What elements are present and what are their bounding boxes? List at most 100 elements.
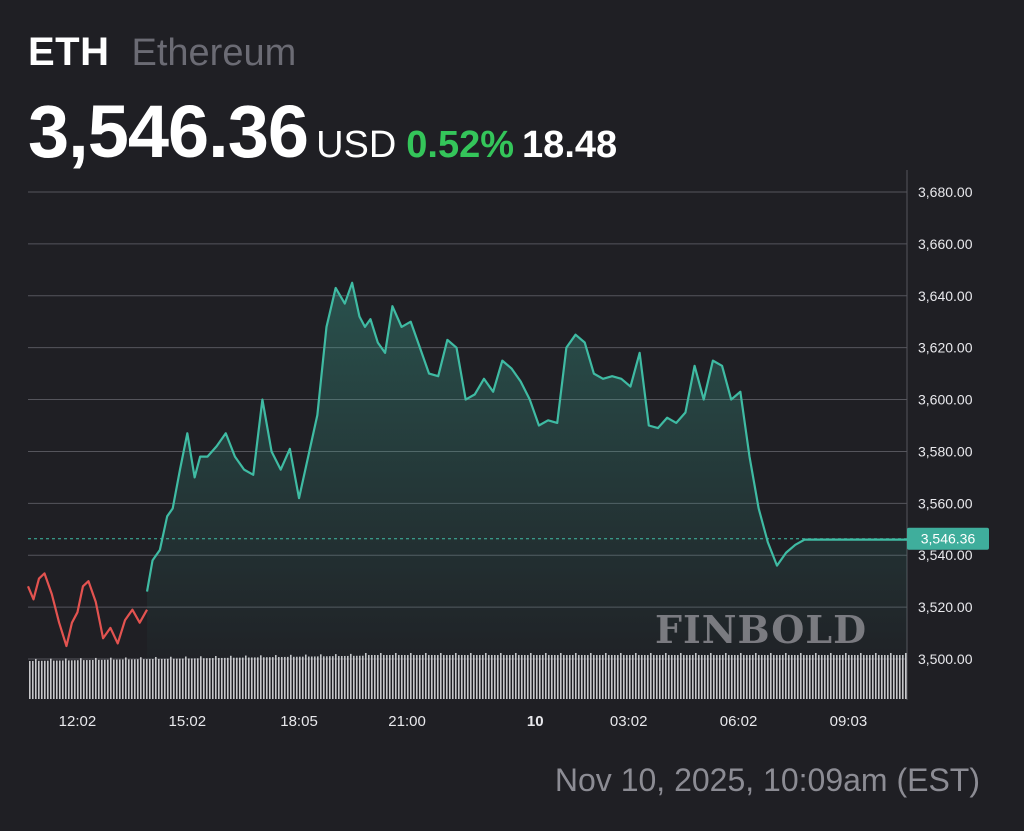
volume-bar bbox=[548, 655, 550, 699]
volume-bar bbox=[905, 653, 907, 699]
volume-bar bbox=[647, 655, 649, 699]
volume-bar bbox=[332, 656, 334, 699]
volume-bar bbox=[611, 655, 613, 699]
volume-bar bbox=[443, 655, 445, 699]
volume-bar bbox=[881, 655, 883, 699]
volume-bar bbox=[500, 653, 502, 699]
volume-bar bbox=[503, 655, 505, 699]
x-tick-label: 06:02 bbox=[720, 713, 758, 730]
volume-bar bbox=[293, 656, 295, 699]
volume-bar bbox=[164, 658, 166, 699]
volume-bar bbox=[308, 656, 310, 699]
y-tick-label: 3,640.00 bbox=[918, 288, 973, 304]
volume-bar bbox=[644, 655, 646, 699]
volume-bar bbox=[464, 655, 466, 699]
volume-bar bbox=[218, 657, 220, 699]
volume-bar bbox=[842, 655, 844, 699]
volume-bar bbox=[761, 655, 763, 699]
volume-bar bbox=[317, 656, 319, 699]
volume-bar bbox=[683, 655, 685, 699]
volume-bar bbox=[38, 660, 40, 699]
volume-bar bbox=[266, 657, 268, 699]
price-line-down bbox=[26, 572, 148, 648]
volume-bar bbox=[731, 655, 733, 699]
volume-bar bbox=[854, 655, 856, 699]
price-area-fill bbox=[147, 282, 907, 659]
volume-bar bbox=[212, 658, 214, 699]
volume-bar bbox=[833, 655, 835, 699]
volume-bar bbox=[875, 653, 877, 699]
volume-bar bbox=[719, 655, 721, 699]
volume-bar bbox=[383, 655, 385, 699]
volume-bar bbox=[392, 655, 394, 699]
volume-bar bbox=[770, 653, 772, 699]
volume-bar bbox=[749, 655, 751, 699]
volume-bar bbox=[620, 653, 622, 699]
volume-bar bbox=[581, 655, 583, 699]
volume-bar bbox=[380, 653, 382, 699]
volume-bar bbox=[170, 656, 172, 699]
volume-bar bbox=[182, 658, 184, 699]
volume-bar bbox=[416, 655, 418, 699]
volume-bar bbox=[668, 655, 670, 699]
volume-bar bbox=[62, 660, 64, 699]
volume-bar bbox=[722, 655, 724, 699]
volume-bar bbox=[497, 655, 499, 699]
volume-bar bbox=[725, 653, 727, 699]
volume-bar bbox=[314, 656, 316, 699]
volume-bar bbox=[119, 659, 121, 699]
volume-bar bbox=[707, 655, 709, 699]
volume-bar bbox=[650, 653, 652, 699]
volume-bar bbox=[368, 655, 370, 699]
volume-bar bbox=[701, 655, 703, 699]
volume-bar bbox=[353, 655, 355, 699]
volume-bar bbox=[149, 659, 151, 699]
volume-bar bbox=[152, 659, 154, 699]
volume-bar bbox=[173, 658, 175, 699]
volume-bar bbox=[863, 655, 865, 699]
volume-bar bbox=[815, 653, 817, 699]
volume-bar bbox=[326, 656, 328, 699]
volume-bar bbox=[65, 658, 67, 699]
volume-bar bbox=[551, 655, 553, 699]
volume-bar bbox=[689, 655, 691, 699]
volume-bar bbox=[902, 655, 904, 699]
volume-bar bbox=[791, 655, 793, 699]
volume-bar bbox=[371, 655, 373, 699]
volume-bar bbox=[578, 655, 580, 699]
volume-bar bbox=[281, 656, 283, 699]
x-tick-label: 03:02 bbox=[610, 713, 648, 730]
volume-bar bbox=[716, 655, 718, 699]
volume-bar bbox=[638, 655, 640, 699]
volume-bar bbox=[179, 658, 181, 699]
volume-bar bbox=[569, 655, 571, 699]
ticker-symbol: ETH bbox=[28, 30, 110, 74]
volume-bar bbox=[83, 660, 85, 699]
y-tick-label: 3,580.00 bbox=[918, 443, 973, 459]
volume-bar bbox=[233, 657, 235, 699]
volume-bar bbox=[512, 655, 514, 699]
x-tick-label: 15:02 bbox=[169, 713, 207, 730]
volume-bar bbox=[146, 659, 148, 699]
volume-bar bbox=[101, 659, 103, 699]
volume-bar bbox=[614, 655, 616, 699]
volume-bar bbox=[86, 660, 88, 699]
price-currency: USD bbox=[316, 124, 397, 166]
volume-bar bbox=[95, 657, 97, 699]
volume-bar bbox=[635, 653, 637, 699]
volume-bar bbox=[680, 653, 682, 699]
volume-bar bbox=[275, 655, 277, 699]
volume-bar bbox=[752, 655, 754, 699]
volume-bar bbox=[878, 655, 880, 699]
volume-bar bbox=[479, 655, 481, 699]
volume-bar bbox=[143, 659, 145, 699]
volume-bar bbox=[830, 653, 832, 699]
y-tick-label: 3,500.00 bbox=[918, 651, 973, 667]
volume-bar bbox=[605, 653, 607, 699]
volume-bar bbox=[260, 655, 262, 699]
volume-bar bbox=[677, 655, 679, 699]
volume-bar bbox=[107, 659, 109, 699]
volume-bar bbox=[320, 654, 322, 699]
volume-bar bbox=[836, 655, 838, 699]
volume-bar bbox=[338, 656, 340, 699]
